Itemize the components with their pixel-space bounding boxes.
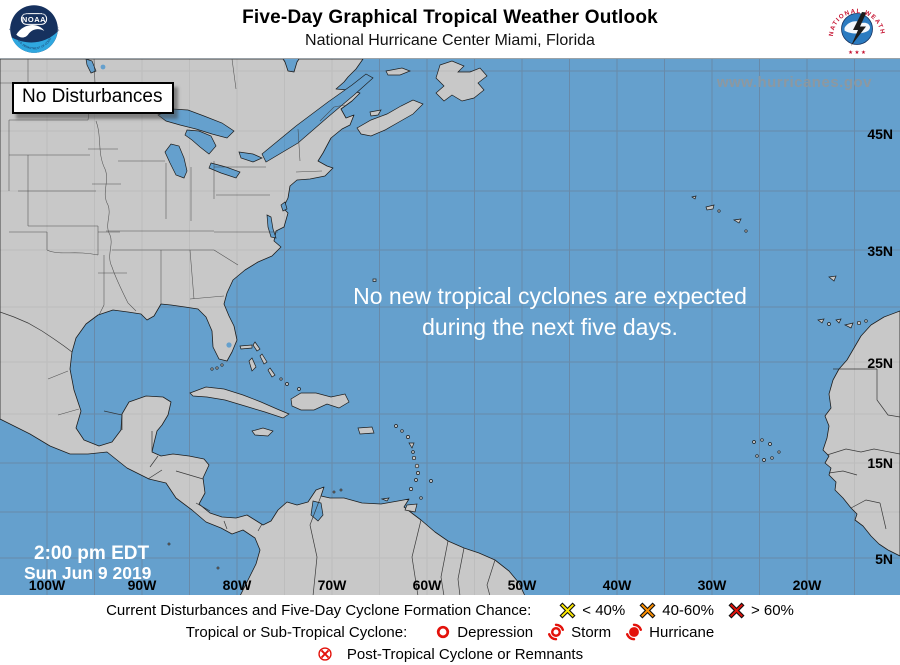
- legend-depression-label: Depression: [457, 623, 534, 641]
- legend-post-tropical-label: Post-Tropical Cyclone or Remnants: [346, 645, 584, 663]
- hurricane-icon: [625, 623, 643, 641]
- lat-label-35n: 35N: [867, 243, 893, 259]
- nws-logo-icon: NATIONAL WEATHER SERVICE ★ ★ ★: [822, 1, 885, 56]
- legend-row-cyclone-types: Tropical or Sub-Tropical Cyclone: Depres…: [0, 621, 900, 643]
- page-title: Five-Day Graphical Tropical Weather Outl…: [242, 7, 658, 28]
- outlook-message-line2: during the next five days.: [422, 314, 678, 340]
- lon-label-100w: 100W: [28, 577, 66, 593]
- x-mark-medium-icon: [639, 601, 656, 619]
- x-mark-low-icon: [559, 601, 576, 619]
- page-subtitle: National Hurricane Center Miami, Florida: [305, 32, 595, 49]
- lon-label-70w: 70W: [317, 577, 347, 593]
- americas-landmass: [0, 59, 526, 596]
- watermark-url: www.hurricanes.gov: [716, 74, 872, 91]
- lon-label-80w: 80W: [222, 577, 252, 593]
- status-badge: No Disturbances: [12, 82, 175, 114]
- atlantic-outlook-map: No Disturbances www.hurricanes.gov No ne…: [0, 58, 900, 596]
- legend: Current Disturbances and Five-Day Cyclon…: [0, 595, 900, 665]
- basemap: [0, 59, 900, 596]
- lon-label-40w: 40W: [602, 577, 632, 593]
- legend-storm-label: Storm: [571, 623, 612, 641]
- lon-label-50w: 50W: [507, 577, 537, 593]
- lat-label-25n: 25N: [867, 355, 893, 371]
- islands: [167, 60, 868, 570]
- lon-label-30w: 30W: [697, 577, 727, 593]
- legend-line2-label: Tropical or Sub-Tropical Cyclone:: [185, 623, 408, 641]
- outlook-message: No new tropical cyclones are expected du…: [200, 281, 900, 343]
- legend-medium-chance-label: 40-60%: [662, 601, 714, 619]
- latlon-grid-land: [0, 59, 900, 596]
- africa-landmass: [822, 310, 900, 557]
- legend-row-post-tropical: Post-Tropical Cyclone or Remnants: [0, 643, 900, 665]
- outlook-message-line1: No new tropical cyclones are expected: [353, 283, 747, 309]
- legend-row-formation-chance: Current Disturbances and Five-Day Cyclon…: [0, 599, 900, 621]
- legend-low-chance-label: < 40%: [582, 601, 626, 619]
- issuance-time: 2:00 pm EDT: [34, 543, 150, 564]
- lat-label-45n: 45N: [867, 126, 893, 142]
- nws-stars: ★ ★ ★: [848, 49, 866, 56]
- lon-label-20w: 20W: [792, 577, 822, 593]
- lat-label-15n: 15N: [867, 455, 893, 471]
- issuance-date: Sun Jun 9 2019: [24, 563, 152, 583]
- depression-icon: [435, 624, 451, 640]
- header: NOAA NATIONAL OCEANIC AND ATMOSPHERIC AD…: [0, 0, 900, 58]
- legend-line1-label: Current Disturbances and Five-Day Cyclon…: [106, 601, 532, 619]
- issuance-timestamp: 2:00 pm EDT Sun Jun 9 2019: [24, 544, 151, 583]
- lon-label-90w: 90W: [127, 577, 157, 593]
- lon-label-60w: 60W: [412, 577, 442, 593]
- noaa-logo-icon: NOAA NATIONAL OCEANIC AND ATMOSPHERIC AD…: [6, 1, 62, 57]
- noaa-label: NOAA: [22, 15, 46, 24]
- x-mark-high-icon: [728, 601, 745, 619]
- legend-high-chance-label: > 60%: [750, 601, 794, 619]
- tropical-storm-icon: [547, 623, 565, 641]
- lat-label-5n: 5N: [875, 551, 893, 567]
- post-tropical-icon: [317, 646, 333, 662]
- legend-hurricane-label: Hurricane: [649, 623, 715, 641]
